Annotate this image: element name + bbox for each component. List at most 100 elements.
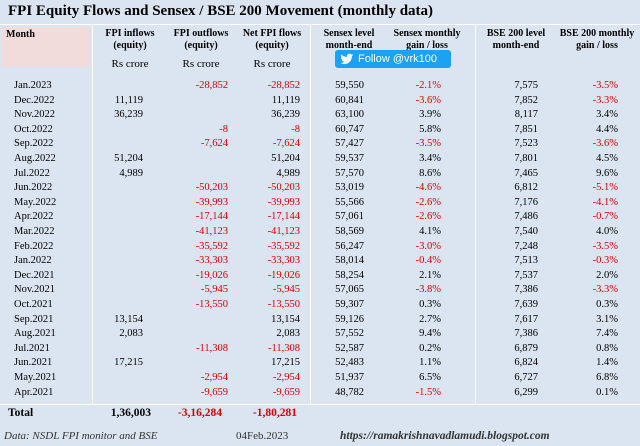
table-row: Dec.2021 -19,026 -19,026 58,254 2.1% 7,537 2.0…	[0, 270, 640, 285]
month-header: Month	[2, 27, 90, 67]
cell-bse: 7,851	[514, 123, 538, 135]
cell-outflow: -19,026	[195, 269, 228, 281]
table-row: Nov.2021 -5,945 -5,945 57,065 -3.8% 7,386 -3.3…	[0, 284, 640, 299]
cell-bse: 7,575	[514, 80, 538, 91]
cell-bgain: 0.8%	[596, 342, 618, 354]
cell-sgain: -2.6%	[415, 211, 441, 223]
cell-sgain: 3.4%	[419, 153, 441, 164]
table-row: Sep.2022 -7,624 -7,624 57,427 -3.5% 7,523 -3.6…	[0, 138, 640, 153]
net-flows-header: Net FPI flows (equity)	[242, 28, 302, 51]
cell-sgain: 5.8%	[419, 123, 441, 135]
cell-bgain: 0.1%	[596, 386, 618, 398]
cell-net: 2,083	[276, 328, 300, 340]
cell-bse: 7,540	[514, 226, 538, 237]
cell-bse: 6,812	[514, 182, 538, 194]
cell-month: Jan.2022	[14, 255, 52, 267]
cell-month: Jun.2022	[14, 182, 53, 194]
cell-sensex: 59,307	[335, 299, 364, 310]
cell-sgain: -3.0%	[415, 240, 441, 252]
cell-month: Feb.2022	[14, 240, 54, 252]
cell-bgain: 6.8%	[596, 372, 618, 383]
cell-sgain: -4.6%	[415, 182, 441, 194]
cell-bgain: -0.7%	[592, 211, 618, 223]
cell-net: -9,659	[272, 386, 300, 398]
cell-sensex: 55,566	[335, 196, 364, 208]
chart-title: FPI Equity Flows and Sensex / BSE 200 Mo…	[8, 3, 434, 19]
cell-outflow: -9,659	[200, 386, 228, 398]
column-separator	[310, 24, 311, 404]
cell-net: -7,624	[272, 138, 300, 150]
inflows-unit: Rs crore	[111, 58, 149, 70]
column-separator	[92, 24, 93, 404]
cell-month: Oct.2021	[14, 299, 53, 310]
cell-month: Sep.2022	[14, 138, 54, 150]
net-unit: Rs crore	[253, 58, 291, 70]
cell-inflow: 51,204	[114, 153, 143, 164]
cell-bgain: -4.1%	[592, 196, 618, 208]
table-row: Apr.2021 -9,659 -9,659 48,782 -1.5% 6,299 0.1%	[0, 387, 640, 402]
cell-bse: 6,824	[514, 357, 538, 369]
cell-bgain: 9.6%	[596, 167, 618, 179]
cell-inflow: 17,215	[114, 357, 143, 369]
cell-net: -28,852	[267, 80, 300, 91]
cell-sensex: 59,537	[335, 153, 364, 164]
table-row: Jul.2022 4,989 4,989 57,570 8.6% 7,465 9.6%	[0, 168, 640, 183]
cell-bse: 7,639	[514, 299, 538, 310]
cell-net: 13,154	[271, 313, 300, 325]
sensex-level-header: Sensex level month-end	[323, 28, 375, 51]
cell-net: -2,954	[272, 372, 300, 383]
cell-bse: 6,727	[514, 372, 538, 383]
bse-gain-header: BSE 200 monthly gain / loss	[559, 28, 635, 51]
cell-sgain: 4.1%	[419, 226, 441, 237]
cell-bgain: 1.4%	[596, 357, 618, 369]
cell-sensex: 51,937	[335, 372, 364, 383]
cell-outflow: -33,303	[195, 255, 228, 267]
cell-sgain: -3.5%	[415, 138, 441, 150]
table-row: Feb.2022 -35,592 -35,592 56,247 -3.0% 7,248 -3…	[0, 241, 640, 256]
total-outflow: -3,16,284	[177, 407, 222, 419]
table-row: Sep.2021 13,154 13,154 59,126 2.7% 7,617 3.1%	[0, 314, 640, 329]
table-row: Nov.2022 36,239 36,239 63,100 3.9% 8,117 3.4%	[0, 109, 640, 124]
cell-bgain: -5.1%	[592, 182, 618, 194]
cell-outflow: -5,945	[200, 284, 228, 296]
cell-month: Oct.2022	[14, 123, 53, 135]
table-row: Mar.2022 -41,123 -41,123 58,569 4.1% 7,540 4.0…	[0, 226, 640, 241]
twitter-follow-button[interactable]: Follow @vrk100	[335, 50, 451, 68]
cell-outflow: -50,203	[195, 182, 228, 194]
table-row: Aug.2022 51,204 51,204 59,537 3.4% 7,801 4.5%	[0, 153, 640, 168]
cell-net: -11,308	[268, 342, 300, 354]
cell-net: -50,203	[267, 182, 300, 194]
cell-bse: 7,801	[514, 153, 538, 164]
cell-sgain: 0.3%	[419, 299, 441, 310]
table-row: Jan.2022 -33,303 -33,303 58,014 -0.4% 7,513 -0…	[0, 255, 640, 270]
cell-net: -39,993	[267, 196, 300, 208]
cell-inflow: 13,154	[114, 313, 143, 325]
cell-bgain: -3.5%	[592, 80, 618, 91]
cell-sgain: 2.7%	[419, 313, 441, 325]
cell-sensex: 57,570	[335, 167, 364, 179]
footer-url[interactable]: https://ramakrishnavadlamudi.blogspot.co…	[340, 430, 550, 442]
cell-sensex: 56,247	[335, 240, 364, 252]
cell-sensex: 53,019	[335, 182, 364, 194]
cell-net: -33,303	[267, 255, 300, 267]
table-row: Dec.2022 11,119 11,119 60,841 -3.6% 7,852 -3.3…	[0, 95, 640, 110]
cell-month: May.2022	[14, 196, 57, 208]
table-row: May.2021 -2,954 -2,954 51,937 6.5% 6,727 6.8%	[0, 372, 640, 387]
cell-sgain: 0.2%	[419, 342, 441, 354]
cell-outflow: -35,592	[195, 240, 228, 252]
cell-bgain: -3.5%	[592, 240, 618, 252]
total-net: -1,80,281	[252, 407, 297, 419]
cell-sensex: 52,483	[335, 357, 364, 369]
column-separator	[475, 24, 476, 404]
cell-bgain: 3.1%	[596, 313, 618, 325]
cell-outflow: -8	[219, 123, 228, 135]
cell-net: 11,119	[271, 94, 300, 106]
cell-bse: 7,248	[514, 240, 538, 252]
table-row: Aug.2021 2,083 2,083 57,552 9.4% 7,386 7.4%	[0, 328, 640, 343]
cell-month: Jan.2023	[14, 80, 52, 91]
cell-month: Jul.2022	[14, 167, 50, 179]
cell-sensex: 63,100	[335, 109, 364, 121]
cell-sgain: 8.6%	[419, 167, 441, 179]
cell-month: Mar.2022	[14, 226, 55, 237]
cell-month: Sep.2021	[14, 313, 54, 325]
